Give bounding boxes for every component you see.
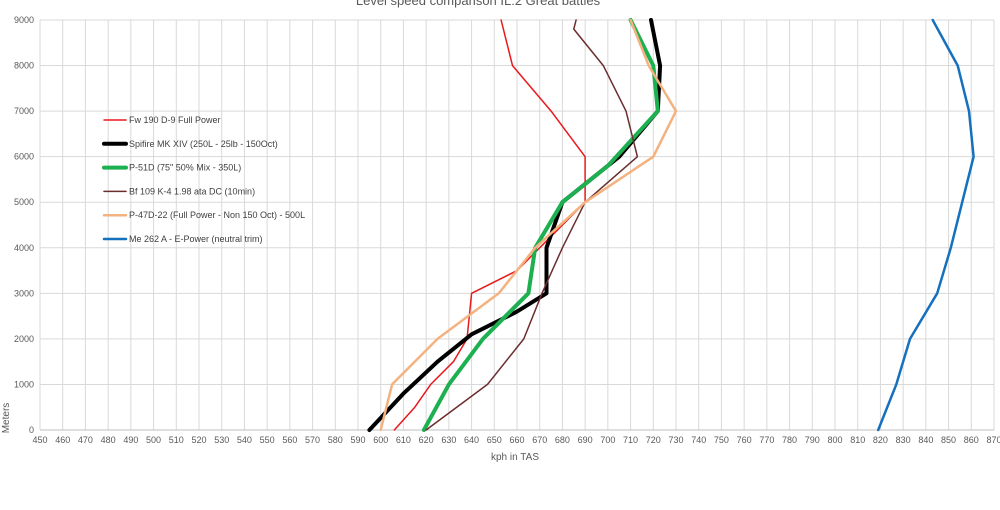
x-tick-label: 640 [464,435,479,445]
chart-title: Level speed comparison IL:2 Great battle… [356,0,601,8]
legend-entry: Fw 190 D-9 Full Power [129,115,221,125]
legend-entry: P-51D (75" 50% Mix - 350L) [129,163,241,173]
x-tick-label: 710 [623,435,638,445]
x-tick-label: 600 [373,435,388,445]
x-tick-label: 560 [282,435,297,445]
legend-entry: Me 262 A - E-Power (neutral trim) [129,234,263,244]
x-tick-label: 700 [600,435,615,445]
x-tick-label: 500 [146,435,161,445]
x-tick-label: 680 [555,435,570,445]
x-tick-label: 750 [714,435,729,445]
x-tick-label: 460 [55,435,70,445]
y-tick-label: 6000 [14,152,34,162]
x-tick-label: 620 [419,435,434,445]
x-tick-label: 650 [487,435,502,445]
series-line-5 [379,18,678,432]
x-tick-label: 810 [850,435,865,445]
y-tick-label: 1000 [14,379,34,389]
x-tick-label: 780 [782,435,797,445]
series-line-6 [876,18,975,432]
x-tick-label: 840 [918,435,933,445]
x-tick-label: 490 [123,435,138,445]
y-tick-label: 0 [29,425,34,435]
legend-entry: P-47D-22 (Full Power - Non 150 Oct) - 50… [129,210,305,220]
x-tick-label: 670 [532,435,547,445]
axes: 450 460 470 480 490 500 510 520 530 540 550 560 570 5… [14,15,1000,445]
x-tick-label: 630 [441,435,456,445]
x-tick-label: 720 [646,435,661,445]
x-tick-label: 610 [396,435,411,445]
legend: Fw 190 D-9 Full Power Spifire MK XIV (250… [102,115,305,244]
x-tick-label: 790 [805,435,820,445]
x-tick-label: 830 [896,435,911,445]
x-tick-label: 590 [350,435,365,445]
x-tick-label: 800 [827,435,842,445]
x-tick-label: 450 [32,435,47,445]
x-axis-title: kph in TAS [491,452,539,463]
x-tick-label: 530 [214,435,229,445]
x-tick-label: 760 [737,435,752,445]
x-tick-label: 730 [668,435,683,445]
series-line-2 [367,18,663,432]
x-tick-label: 570 [305,435,320,445]
x-tick-label: 770 [759,435,774,445]
x-tick-label: 870 [986,435,1000,445]
x-tick-label: 660 [509,435,524,445]
y-tick-label: 2000 [14,334,34,344]
y-tick-label: 5000 [14,197,34,207]
series-line-3 [421,18,660,432]
y-tick-label: 9000 [14,15,34,25]
legend-entry: Bf 109 K-4 1.98 ata DC (10min) [129,186,255,196]
series-lines [367,18,975,432]
x-tick-label: 550 [260,435,275,445]
x-tick-label: 820 [873,435,888,445]
x-tick-label: 470 [78,435,93,445]
legend-entry: Spifire MK XIV (250L - 25lb - 150Oct) [129,139,278,149]
y-tick-label: 7000 [14,106,34,116]
y-tick-label: 3000 [14,288,34,298]
x-tick-label: 860 [964,435,979,445]
x-tick-label: 580 [328,435,343,445]
x-tick-label: 740 [691,435,706,445]
y-tick-label: 8000 [14,61,34,71]
y-tick-label: 4000 [14,243,34,253]
x-tick-label: 690 [578,435,593,445]
x-tick-label: 510 [169,435,184,445]
x-tick-label: 520 [191,435,206,445]
x-tick-label: 480 [101,435,116,445]
series-line-4 [425,19,639,431]
y-axis-title: Meters [1,403,12,434]
x-tick-label: 540 [237,435,252,445]
gridlines [39,19,995,431]
x-tick-label: 850 [941,435,956,445]
